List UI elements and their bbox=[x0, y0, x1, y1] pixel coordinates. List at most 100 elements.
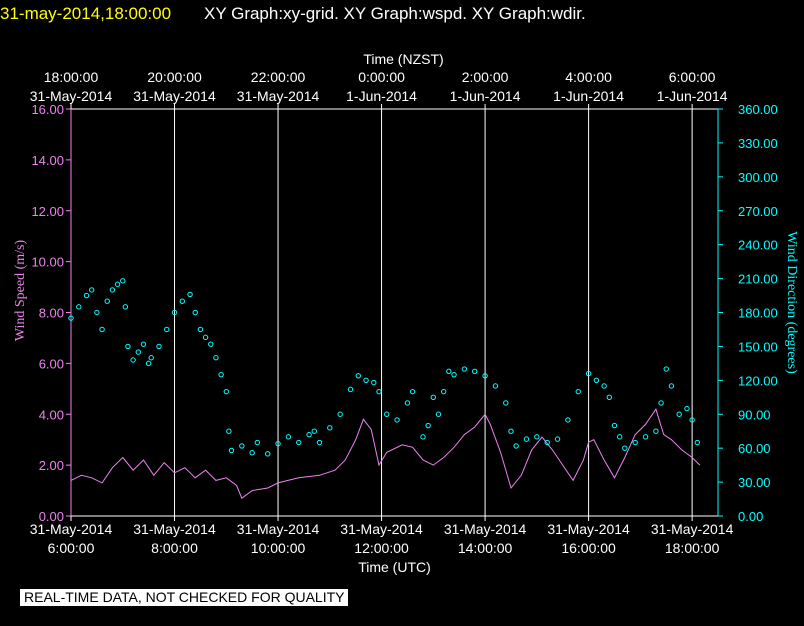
wind-direction-marker bbox=[355, 373, 361, 379]
right-axis-title: Wind Direction (degrees) bbox=[784, 231, 799, 374]
wind-direction-marker bbox=[125, 343, 131, 350]
wind-direction-marker bbox=[104, 298, 110, 304]
wind-direction-marker bbox=[148, 355, 154, 361]
bottom-tick-date: 31-May-2014 bbox=[133, 521, 216, 537]
wind-direction-marker bbox=[140, 341, 147, 347]
wind-direction-marker bbox=[347, 386, 354, 393]
wind-direction-marker bbox=[89, 287, 95, 293]
right-tick-label: 60.00 bbox=[738, 441, 771, 456]
bottom-tick-date: 31-May-2014 bbox=[340, 521, 423, 537]
wind-direction-marker bbox=[363, 377, 369, 384]
bottom-tick-date: 31-May-2014 bbox=[444, 521, 527, 537]
wind-direction-marker bbox=[632, 439, 638, 446]
grid-lines bbox=[174, 109, 693, 516]
wind-direction-marker bbox=[213, 355, 219, 361]
wind-direction-marker bbox=[482, 373, 488, 379]
top-tick-date: 31-May-2014 bbox=[133, 88, 216, 104]
bottom-tick-date: 31-May-2014 bbox=[30, 521, 113, 537]
wind-direction-marker bbox=[585, 370, 592, 377]
right-tick-label: 300.00 bbox=[738, 170, 778, 185]
wind-direction-marker bbox=[223, 388, 229, 395]
bottom-tick-time: 14:00:00 bbox=[458, 540, 513, 556]
data-series bbox=[68, 278, 701, 499]
right-tick-label: 150.00 bbox=[738, 339, 778, 354]
wind-direction-marker bbox=[192, 309, 198, 316]
wind-direction-marker bbox=[76, 304, 82, 310]
left-tick-label: 0.00 bbox=[39, 509, 64, 524]
left-tick-label: 10.00 bbox=[31, 255, 64, 270]
wind-direction-marker bbox=[202, 334, 209, 341]
wind-direction-marker bbox=[534, 434, 540, 440]
wind-direction-marker bbox=[83, 292, 90, 299]
left-tick-label: 4.00 bbox=[39, 407, 64, 422]
wind-direction-marker bbox=[208, 341, 214, 347]
wind-direction-marker bbox=[653, 428, 659, 434]
wind-direction-marker bbox=[285, 434, 292, 440]
wind-direction-marker bbox=[145, 360, 152, 367]
wind-direction-marker bbox=[135, 349, 141, 355]
right-tick-label: 120.00 bbox=[738, 373, 778, 388]
right-tick-label: 240.00 bbox=[738, 238, 778, 253]
bottom-tick-time: 18:00:00 bbox=[665, 540, 720, 556]
top-axis-title: Time (NZST) bbox=[363, 51, 443, 67]
right-tick-label: 30.00 bbox=[738, 475, 771, 490]
wind-direction-marker bbox=[676, 411, 682, 417]
wind-direction-marker bbox=[492, 383, 499, 389]
wind-direction-marker bbox=[120, 278, 126, 284]
wind-direction-marker bbox=[218, 371, 224, 378]
wind-direction-marker bbox=[435, 411, 442, 417]
left-tick-label: 2.00 bbox=[39, 458, 64, 473]
top-tick-date: 1-Jun-2014 bbox=[346, 88, 417, 104]
wind-direction-marker bbox=[601, 383, 607, 389]
right-tick-label: 180.00 bbox=[738, 306, 778, 321]
bottom-axis-title: Time (UTC) bbox=[358, 559, 431, 575]
wind-direction-marker bbox=[593, 377, 600, 384]
wind-direction-marker bbox=[503, 400, 509, 406]
wind-direction-marker bbox=[446, 368, 452, 374]
header-datetime: 31-may-2014,18:00:00 bbox=[0, 4, 172, 23]
left-tick-label: 6.00 bbox=[39, 356, 64, 371]
bottom-tick-date: 31-May-2014 bbox=[237, 521, 320, 537]
wind-direction-marker bbox=[544, 439, 550, 446]
wind-direction-marker bbox=[197, 326, 204, 333]
wind-direction-marker bbox=[394, 417, 400, 423]
wind-direction-marker bbox=[668, 383, 675, 389]
wind-direction-marker bbox=[187, 291, 193, 298]
right-tick-label: 330.00 bbox=[738, 136, 778, 151]
right-tick-label: 90.00 bbox=[738, 407, 771, 422]
wind-direction-marker bbox=[226, 428, 232, 434]
right-tick-label: 0.00 bbox=[738, 509, 763, 524]
wind-direction-marker bbox=[472, 368, 478, 374]
wind-direction-marker bbox=[275, 440, 281, 447]
wind-direction-marker bbox=[513, 443, 519, 449]
right-tick-label: 360.00 bbox=[738, 102, 778, 117]
wind-direction-marker bbox=[316, 439, 323, 446]
wind-direction-marker bbox=[684, 405, 690, 412]
top-tick-date: 1-Jun-2014 bbox=[553, 88, 624, 104]
bottom-tick-date: 31-May-2014 bbox=[651, 521, 734, 537]
top-tick-time: 22:00:00 bbox=[251, 69, 306, 85]
wind-direction-marker bbox=[694, 439, 700, 446]
wind-direction-marker bbox=[430, 394, 437, 400]
wind-direction-marker bbox=[384, 411, 390, 417]
wind-direction-marker bbox=[371, 379, 377, 386]
wind-direction-marker bbox=[642, 434, 649, 440]
wind-direction-marker bbox=[337, 411, 343, 417]
wind-direction-marker bbox=[156, 343, 162, 350]
top-tick-time: 6:00:00 bbox=[669, 69, 716, 85]
right-tick-label: 270.00 bbox=[738, 204, 778, 219]
wind-direction-marker bbox=[164, 326, 170, 333]
bottom-tick-time: 10:00:00 bbox=[251, 540, 306, 556]
top-tick-date: 1-Jun-2014 bbox=[450, 88, 521, 104]
wind-direction-marker bbox=[171, 309, 178, 316]
wind-direction-marker bbox=[420, 434, 426, 440]
bottom-tick-date: 31-May-2014 bbox=[547, 521, 630, 537]
wind-direction-marker bbox=[249, 449, 255, 456]
wind-direction-marker bbox=[611, 422, 618, 429]
wind-direction-marker bbox=[99, 326, 105, 333]
wind-direction-marker bbox=[114, 281, 121, 287]
bottom-tick-time: 8:00:00 bbox=[151, 540, 198, 556]
wind-direction-marker bbox=[179, 298, 185, 304]
title-bar: 31-may-2014,18:00:00 XY Graph:xy-grid. X… bbox=[0, 0, 804, 24]
